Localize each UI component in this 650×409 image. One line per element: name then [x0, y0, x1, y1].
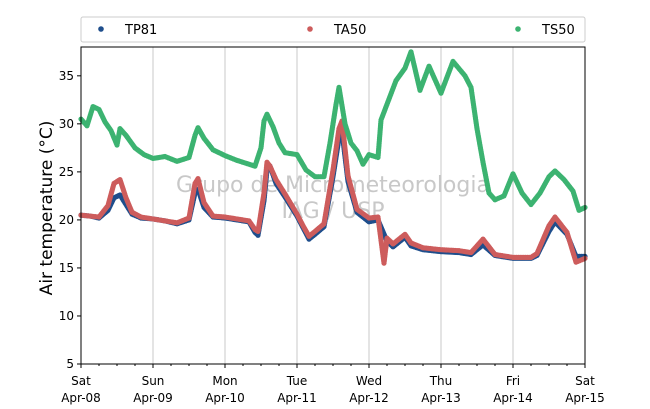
- x-tick-date: Apr-11: [277, 391, 317, 405]
- legend-marker-ts50: [515, 26, 521, 32]
- series-ta50: [78, 118, 588, 266]
- legend-frame: [80, 16, 586, 43]
- x-tick-date: Apr-15: [565, 391, 605, 405]
- y-tick-label: 5: [66, 357, 74, 371]
- series-ts50: [78, 49, 588, 213]
- x-tick-date: Apr-08: [61, 391, 101, 405]
- y-axis-label: Air temperature (°C): [37, 121, 57, 296]
- legend-marker-ta50: [307, 26, 313, 32]
- x-tick-day: Wed: [356, 374, 382, 388]
- y-tick-label: 25: [59, 165, 74, 179]
- x-tick-day: Mon: [212, 374, 237, 388]
- x-tick-date: Apr-09: [133, 391, 173, 405]
- y-tick-label: 30: [59, 117, 74, 131]
- x-tick-day: Sat: [71, 374, 91, 388]
- x-tick-day: Sun: [142, 374, 165, 388]
- legend-label-tp81: TP81: [124, 23, 157, 38]
- y-tick-label: 35: [59, 69, 74, 83]
- x-tick-date: Apr-12: [349, 391, 389, 405]
- x-tick-date: Apr-14: [493, 391, 533, 405]
- legend: TP81 TA50 TS50: [80, 16, 586, 43]
- x-axis: Sat Apr-08 Sun Apr-09 Mon Apr-10 Tue Apr-11 Wed A…: [61, 364, 605, 405]
- x-tick-date: Apr-13: [421, 391, 461, 405]
- y-tick-label: 15: [59, 261, 74, 275]
- x-tick-day: Sat: [575, 374, 595, 388]
- x-tick-date: Apr-10: [205, 391, 245, 405]
- x-tick-day: Tue: [286, 374, 308, 388]
- x-tick-day: Thu: [429, 374, 453, 388]
- legend-label-ts50: TS50: [541, 23, 575, 38]
- x-tick-day: Fri: [506, 374, 520, 388]
- legend-label-ta50: TA50: [333, 23, 366, 38]
- grid: [152, 47, 514, 364]
- y-tick-label: 10: [59, 309, 74, 323]
- legend-marker-tp81: [98, 26, 104, 32]
- y-tick-label: 20: [59, 213, 74, 227]
- plot-points: [78, 49, 588, 266]
- y-axis: 5 10 15 20 25 30 35: [59, 69, 81, 371]
